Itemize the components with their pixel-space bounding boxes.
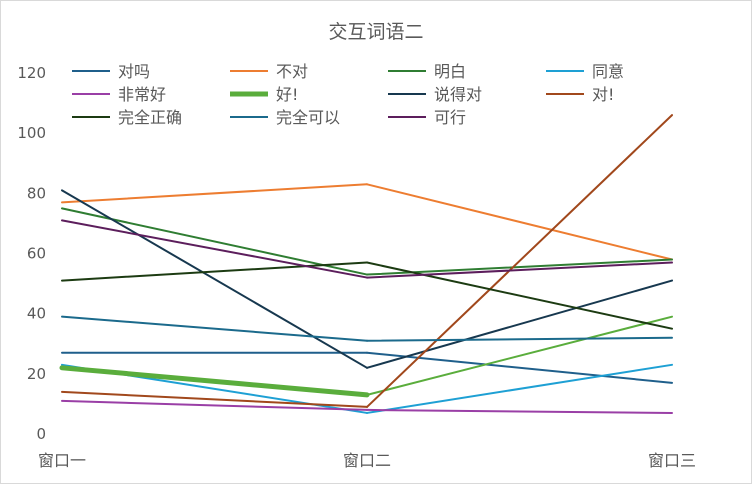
legend-item: 明白 (388, 62, 466, 81)
legend-item: 完全可以 (230, 108, 340, 127)
legend-item: 非常好 (72, 85, 166, 104)
series-segment (366, 351, 673, 384)
legend-label: 完全正确 (118, 108, 182, 127)
legend-item: 好! (230, 85, 298, 104)
series-segment (366, 363, 673, 414)
series-line-5 (61, 399, 673, 414)
series-line-8 (61, 114, 673, 408)
series-segment (61, 399, 368, 411)
y-tick-label: 20 (27, 365, 46, 383)
y-axis: 0 20 40 60 80 100 120 (17, 64, 46, 443)
series-line-2 (61, 183, 673, 261)
legend-label: 对! (592, 85, 614, 104)
x-category-label: 窗口二 (343, 451, 391, 470)
legend-label: 好! (276, 85, 298, 104)
series-segment (366, 114, 673, 408)
series-segment (366, 261, 673, 330)
legend-label: 可行 (434, 108, 466, 127)
series-line-9 (61, 261, 673, 330)
y-tick-label: 40 (27, 305, 46, 323)
legend-item: 不对 (230, 62, 308, 81)
legend-label: 对吗 (118, 62, 150, 81)
legend-item: 同意 (546, 62, 624, 81)
series-segment (61, 183, 368, 204)
legend-item: 对吗 (72, 62, 150, 81)
series-segment (366, 315, 673, 396)
x-axis: 窗口一 窗口二 窗口三 (38, 451, 696, 470)
chart-title: 交互词语二 (328, 21, 423, 43)
legend-item: 完全正确 (72, 108, 182, 127)
legend-item: 对! (546, 85, 614, 104)
series-segment (366, 261, 673, 279)
legend-label: 非常好 (118, 85, 166, 104)
x-category-label: 窗口一 (38, 451, 86, 470)
series-segment (366, 183, 673, 261)
series-line-7 (61, 189, 673, 369)
series-line-11 (61, 219, 673, 279)
series-segment (59, 365, 370, 398)
y-tick-label: 120 (17, 64, 46, 82)
series-segment (366, 408, 673, 414)
legend-item: 说得对 (388, 85, 482, 104)
series-line-3 (61, 207, 673, 276)
series-segment (61, 315, 368, 342)
x-category-label: 窗口三 (648, 451, 696, 470)
series-segment (61, 219, 368, 279)
series-segment (61, 390, 368, 408)
series-segment (366, 258, 673, 276)
legend-label: 说得对 (434, 85, 482, 104)
y-tick-label: 0 (36, 425, 46, 443)
legend-label: 明白 (434, 62, 466, 81)
series-lines (59, 114, 673, 414)
series-segment (366, 279, 673, 369)
legend-label: 不对 (276, 62, 308, 81)
series-segment (366, 336, 673, 342)
legend-item: 可行 (388, 108, 466, 127)
series-segment (61, 261, 368, 282)
series-line-10 (61, 315, 673, 342)
y-tick-label: 100 (17, 124, 46, 142)
legend-label: 完全可以 (276, 108, 340, 127)
series-segment (61, 189, 368, 369)
y-tick-label: 60 (27, 245, 46, 263)
legend-label: 同意 (592, 62, 624, 81)
y-tick-label: 80 (27, 184, 46, 202)
series-line-6 (59, 315, 673, 398)
